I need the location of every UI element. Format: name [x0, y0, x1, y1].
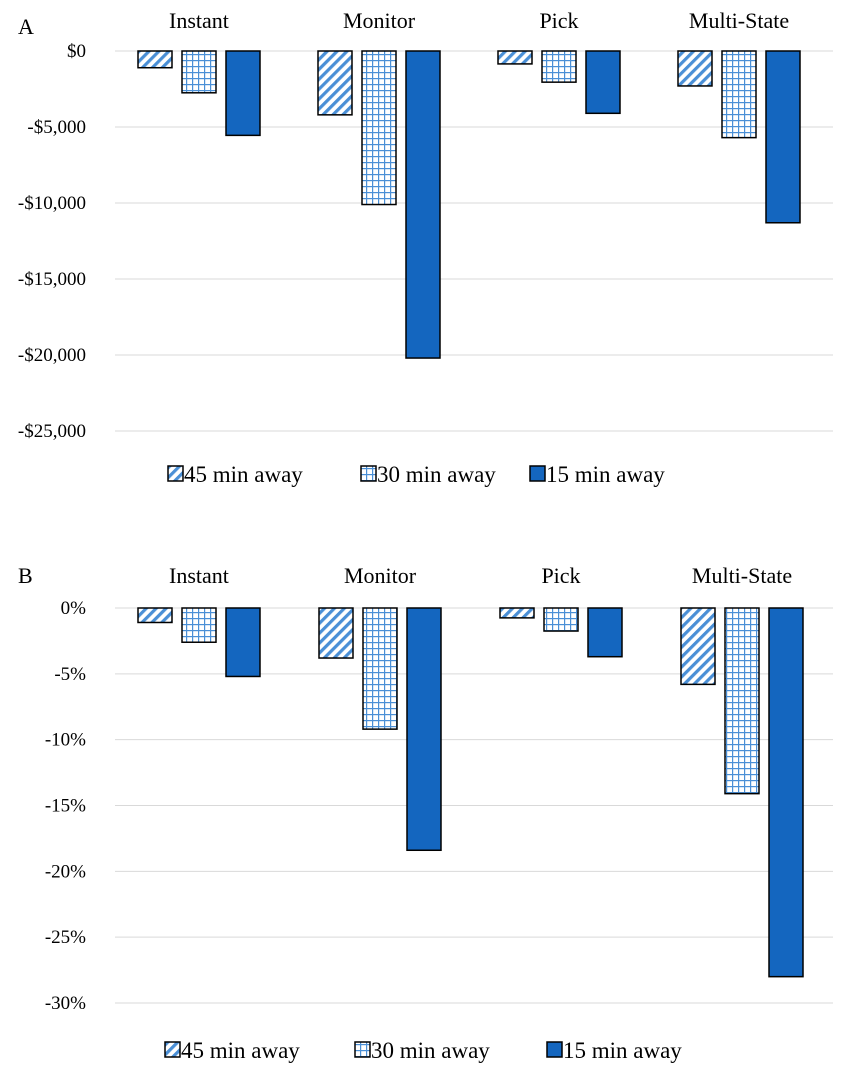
bar-pick-series-2: [543, 607, 579, 632]
bar-monitor-series-2: [361, 50, 397, 206]
bar-instant-series-3: [225, 50, 261, 137]
legend-label: 30 min away: [377, 462, 496, 487]
legend-label: 45 min away: [181, 1038, 300, 1063]
bar-pick-series-3: [587, 607, 623, 658]
y-tick-label: -$5,000: [27, 117, 86, 138]
legend-swatch: [529, 465, 546, 482]
y-tick-label: -5%: [54, 664, 86, 685]
bar-pick-series-3: [585, 50, 621, 115]
bar-multi-state-series-3: [765, 50, 801, 224]
bar-multi-state-series-3: [768, 607, 804, 978]
category-label: Pick: [539, 8, 578, 33]
bar-monitor-series-3: [405, 50, 441, 359]
category-label: Monitor: [344, 563, 417, 588]
y-tick-label: -20%: [45, 861, 86, 882]
y-tick-label: -15%: [45, 796, 86, 817]
y-tick-label: $0: [67, 41, 86, 62]
bar-instant-series-2: [181, 607, 217, 643]
y-tick-label: 0%: [61, 598, 87, 619]
legend-label: 30 min away: [371, 1038, 490, 1063]
bar-instant-series-1: [137, 50, 173, 69]
bar-instant-series-2: [181, 50, 217, 94]
panel-label: B: [18, 563, 33, 588]
bar-instant-series-1: [137, 607, 173, 624]
category-label: Instant: [169, 8, 229, 33]
y-tick-label: -$20,000: [18, 345, 86, 366]
legend-swatch: [167, 465, 184, 482]
bar-multi-state-series-1: [677, 50, 713, 87]
bar-monitor-series-3: [406, 607, 442, 852]
bar-monitor-series-2: [362, 607, 398, 730]
category-label: Monitor: [343, 8, 416, 33]
legend-label: 45 min away: [184, 462, 303, 487]
bar-multi-state-series-1: [680, 607, 716, 686]
legend-swatch: [360, 465, 377, 482]
chart-panel-a: $0 -$5,000 -$10,000 -$15,000 -$20,000 -$25,00…: [18, 8, 833, 487]
bar-pick-series-2: [541, 50, 577, 83]
legend-swatch: [546, 1041, 563, 1058]
legend-swatch: [164, 1041, 181, 1058]
bar-monitor-series-1: [317, 50, 353, 116]
category-label: Multi-State: [692, 563, 792, 588]
y-tick-label: -$15,000: [18, 269, 86, 290]
bar-instant-series-3: [225, 607, 261, 678]
category-label: Instant: [169, 563, 229, 588]
category-label: Multi-State: [689, 8, 789, 33]
legend-label: 15 min away: [546, 462, 665, 487]
bar-pick-series-1: [499, 607, 535, 619]
y-tick-label: -25%: [45, 927, 86, 948]
bar-multi-state-series-2: [721, 50, 757, 139]
category-label: Pick: [541, 563, 580, 588]
bar-multi-state-series-2: [724, 607, 760, 795]
y-tick-label: -$10,000: [18, 193, 86, 214]
y-tick-label: -$25,000: [18, 421, 86, 442]
panel-label: A: [18, 14, 34, 39]
y-tick-label: -30%: [45, 993, 86, 1014]
bar-pick-series-1: [497, 50, 533, 65]
y-tick-label: -10%: [45, 730, 86, 751]
legend-label: 15 min away: [563, 1038, 682, 1063]
chart-panel-b: 0% -5% -10% -15% -20% -25% -30% B Instant Monitor…: [18, 563, 833, 1063]
legend-swatch: [354, 1041, 371, 1058]
bar-monitor-series-1: [318, 607, 354, 659]
